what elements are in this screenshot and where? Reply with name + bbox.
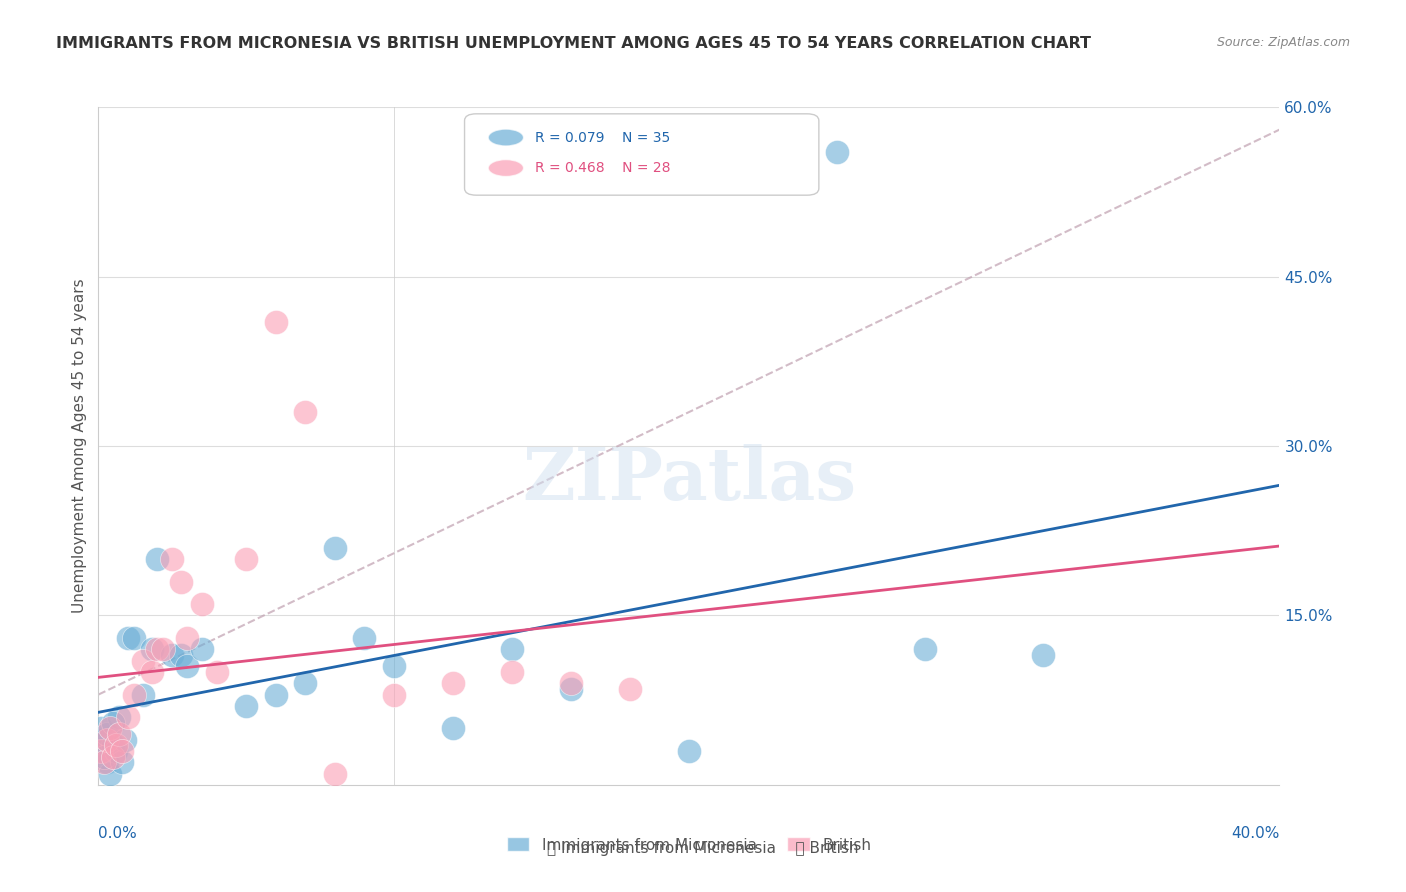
Point: [323, 541, 346, 555]
Point: [105, 739, 128, 753]
Point: [122, 631, 145, 645]
Point: [382, 688, 405, 702]
Point: [103, 739, 125, 753]
Point: [441, 722, 464, 736]
Point: [191, 597, 214, 611]
Point: [117, 631, 139, 645]
Point: [170, 648, 193, 662]
Point: [117, 710, 139, 724]
Legend: Immigrants from Micronesia, British: Immigrants from Micronesia, British: [501, 831, 877, 859]
Text: ZIPatlas: ZIPatlas: [522, 444, 856, 516]
Point: [111, 744, 134, 758]
Point: [108, 710, 131, 724]
Ellipse shape: [488, 160, 523, 177]
Point: [162, 648, 183, 662]
Point: [382, 659, 405, 673]
Point: [501, 642, 523, 657]
Point: [264, 315, 287, 329]
Point: [146, 552, 169, 566]
Point: [90, 732, 112, 747]
Point: [111, 756, 134, 770]
Point: [96, 732, 118, 747]
Point: [176, 631, 198, 645]
Text: 0.0%: 0.0%: [98, 827, 138, 841]
Point: [1032, 648, 1054, 662]
Point: [132, 688, 155, 702]
Text: IMMIGRANTS FROM MICRONESIA VS BRITISH UNEMPLOYMENT AMONG AGES 45 TO 54 YEARS COR: IMMIGRANTS FROM MICRONESIA VS BRITISH UN…: [56, 36, 1091, 51]
Point: [93, 756, 115, 770]
Point: [353, 631, 375, 645]
Point: [501, 665, 523, 679]
Point: [103, 749, 125, 764]
Point: [98, 766, 121, 780]
Text: 40.0%: 40.0%: [1232, 827, 1279, 841]
Point: [914, 642, 936, 657]
Point: [93, 744, 115, 758]
Point: [170, 574, 193, 589]
Point: [176, 659, 198, 673]
Point: [96, 727, 118, 741]
Point: [103, 715, 125, 730]
FancyBboxPatch shape: [464, 114, 818, 195]
Point: [141, 665, 163, 679]
Text: Source: ZipAtlas.com: Source: ZipAtlas.com: [1216, 36, 1350, 49]
Point: [90, 722, 112, 736]
Point: [162, 552, 183, 566]
Text: R = 0.079    N = 35: R = 0.079 N = 35: [536, 130, 671, 145]
Point: [114, 732, 136, 747]
Point: [235, 698, 257, 713]
Point: [146, 642, 169, 657]
Point: [560, 676, 582, 690]
Point: [294, 405, 316, 419]
Point: [108, 727, 131, 741]
Point: [294, 676, 316, 690]
Text: R = 0.468    N = 28: R = 0.468 N = 28: [536, 161, 671, 175]
Point: [122, 688, 145, 702]
Point: [619, 681, 641, 696]
Point: [93, 749, 115, 764]
Point: [132, 654, 155, 668]
Point: [825, 145, 848, 160]
Point: [191, 642, 214, 657]
Point: [90, 744, 112, 758]
Point: [141, 642, 163, 657]
Point: [205, 665, 228, 679]
Text: ⬜ Immigrants from Micronesia    🔲 British: ⬜ Immigrants from Micronesia 🔲 British: [547, 841, 859, 856]
Point: [264, 688, 287, 702]
Ellipse shape: [488, 129, 523, 146]
Point: [105, 744, 128, 758]
Point: [323, 766, 346, 780]
Point: [235, 552, 257, 566]
Point: [96, 756, 118, 770]
Point: [560, 681, 582, 696]
Point: [152, 642, 174, 657]
Point: [678, 744, 700, 758]
Point: [98, 722, 121, 736]
Point: [441, 676, 464, 690]
Y-axis label: Unemployment Among Ages 45 to 54 years: Unemployment Among Ages 45 to 54 years: [72, 278, 87, 614]
